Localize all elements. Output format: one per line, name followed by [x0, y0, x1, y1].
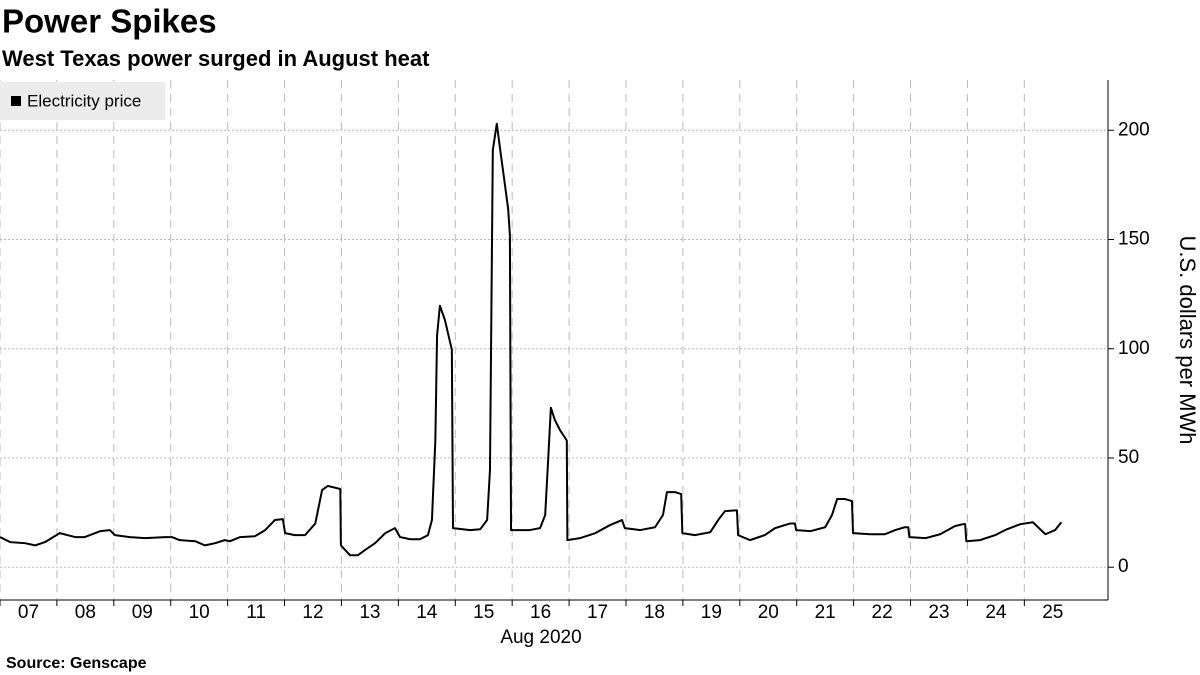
- x-tick-label: 24: [985, 602, 1007, 623]
- legend-label: Electricity price: [27, 91, 141, 110]
- y-tick-label: 100: [1118, 338, 1150, 359]
- x-tick-label: 11: [246, 602, 266, 623]
- x-tick-label: 15: [473, 602, 494, 623]
- price-line: [0, 122, 1063, 557]
- x-tick-label: 21: [815, 602, 836, 623]
- y-tick-label: 50: [1118, 447, 1139, 468]
- x-tick-label: 12: [302, 602, 323, 623]
- x-tick-label: 18: [644, 602, 665, 623]
- y-tick-label: 0: [1118, 556, 1129, 577]
- source: Source: Genscape: [6, 655, 147, 672]
- chart-subtitle: West Texas power surged in August heat: [2, 46, 430, 71]
- x-tick-label: 07: [18, 602, 39, 623]
- x-tick-label: 08: [75, 602, 96, 623]
- x-tick-label: 25: [1042, 602, 1063, 623]
- x-tick-label: 10: [189, 602, 210, 623]
- y-tick-label: 200: [1118, 119, 1150, 140]
- legend-swatch: [11, 96, 21, 106]
- legend-box: [0, 82, 165, 120]
- x-axis-label: Aug 2020: [500, 627, 581, 648]
- x-tick-label: 22: [872, 602, 893, 623]
- x-tick-label: 13: [359, 602, 380, 623]
- chart-title: Power Spikes: [2, 3, 217, 40]
- x-tick-label: 16: [530, 602, 551, 623]
- x-tick-label: 20: [758, 602, 779, 623]
- x-tick-label: 17: [587, 602, 608, 623]
- x-tick-label: 09: [132, 602, 153, 623]
- x-tick-label: 14: [416, 602, 438, 623]
- y-tick-label: 150: [1118, 229, 1150, 250]
- y-axis-label: U.S. dollars per MWh: [1175, 235, 1200, 444]
- x-tick-label: 23: [928, 602, 949, 623]
- x-tick-label: 19: [701, 602, 722, 623]
